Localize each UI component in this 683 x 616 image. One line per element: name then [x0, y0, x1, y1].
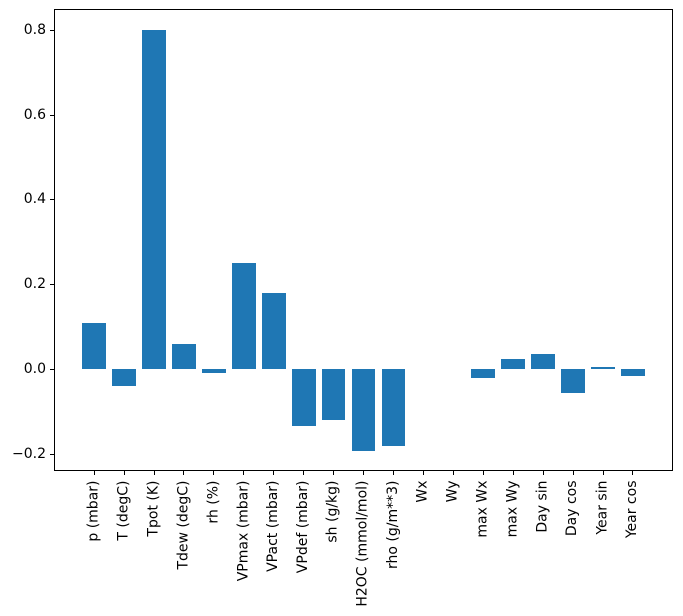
bar-vpdef-mbar	[291, 369, 316, 427]
bar-day-sin	[531, 353, 555, 370]
x-tick-label-text: Wx	[414, 480, 431, 503]
bar-t-degc	[112, 369, 136, 387]
y-tick-label: 0.4	[23, 191, 46, 208]
x-tick-mark	[452, 471, 454, 475]
bar-vpact-mbar	[261, 293, 286, 370]
x-tick-label-text: Wy	[444, 480, 461, 502]
y-tick-label: 0.8	[23, 21, 46, 38]
x-tick-label-text: sh (g/kg)	[325, 480, 342, 543]
x-tick-mark	[602, 471, 604, 475]
y-tick-mark	[50, 284, 54, 285]
x-tick-mark	[243, 471, 245, 475]
x-tick-label-text: Year cos	[624, 480, 641, 538]
x-tick-mark	[153, 471, 155, 475]
x-tick-mark	[123, 471, 125, 475]
y-tick-label: 0.6	[23, 106, 46, 123]
x-tick-label-text: VPmax (mbar)	[235, 480, 252, 581]
y-tick-label: 0.2	[23, 276, 46, 292]
bar-year-sin	[591, 367, 615, 370]
y-tick-mark	[50, 368, 54, 370]
x-tick-label-text: rho (g/m**3)	[384, 480, 401, 569]
x-tick-mark	[422, 471, 424, 475]
y-tick-mark	[50, 199, 54, 201]
x-tick-mark	[392, 471, 394, 475]
x-tick-mark	[333, 471, 335, 475]
x-tick-label-text: rh (%)	[205, 480, 222, 524]
bar-rh	[201, 369, 226, 373]
x-tick-mark	[213, 471, 215, 475]
bar-rho-g-m-3	[381, 369, 406, 446]
x-tick-label-text: VPdef (mbar)	[295, 480, 312, 573]
x-tick-mark	[363, 471, 364, 475]
x-tick-label-text: Tdew (degC)	[175, 480, 192, 570]
y-tick-label: −0.2	[12, 445, 46, 462]
bar-tpot-k	[142, 30, 166, 370]
x-tick-mark	[303, 471, 305, 475]
bar-sh-g-kg	[321, 369, 346, 421]
x-tick-label-text: Year sin	[594, 480, 611, 535]
x-tick-label-text: p (mbar)	[85, 480, 102, 542]
x-tick-mark	[632, 471, 634, 475]
bar-day-cos	[561, 369, 585, 393]
y-tick-label: 0.0	[23, 360, 46, 377]
x-tick-mark	[183, 471, 185, 475]
bar-vpmax-mbar	[231, 263, 256, 370]
x-tick-label-text: T (degC)	[115, 480, 132, 541]
x-tick-mark	[572, 471, 574, 475]
x-tick-label-text: max Wy	[504, 480, 521, 537]
y-tick-mark	[50, 29, 54, 31]
x-tick-mark	[542, 471, 544, 475]
x-tick-label-text: max Wx	[474, 480, 491, 538]
x-tick-label-text: VPact (mbar)	[265, 480, 282, 572]
x-tick-label-text: Day cos	[564, 480, 581, 536]
x-tick-mark	[273, 471, 275, 475]
x-tick-mark	[93, 471, 95, 475]
bar-max-wx	[471, 369, 496, 378]
y-tick-mark	[50, 453, 54, 455]
x-tick-label-text: H2OC (mmol/mol)	[355, 480, 371, 607]
y-tick-mark	[50, 114, 54, 116]
bar-p-mbar	[82, 322, 106, 370]
x-tick-label-text: Tpot (K)	[145, 480, 162, 537]
bar-year-cos	[620, 369, 645, 377]
bar-tdew-degc	[171, 343, 196, 370]
x-tick-mark	[482, 471, 484, 475]
x-tick-label-text: Day sin	[534, 480, 551, 533]
bar-h2oc-mmol-mol	[351, 369, 376, 452]
bar-max-wy	[501, 359, 526, 370]
x-tick-mark	[512, 471, 514, 475]
